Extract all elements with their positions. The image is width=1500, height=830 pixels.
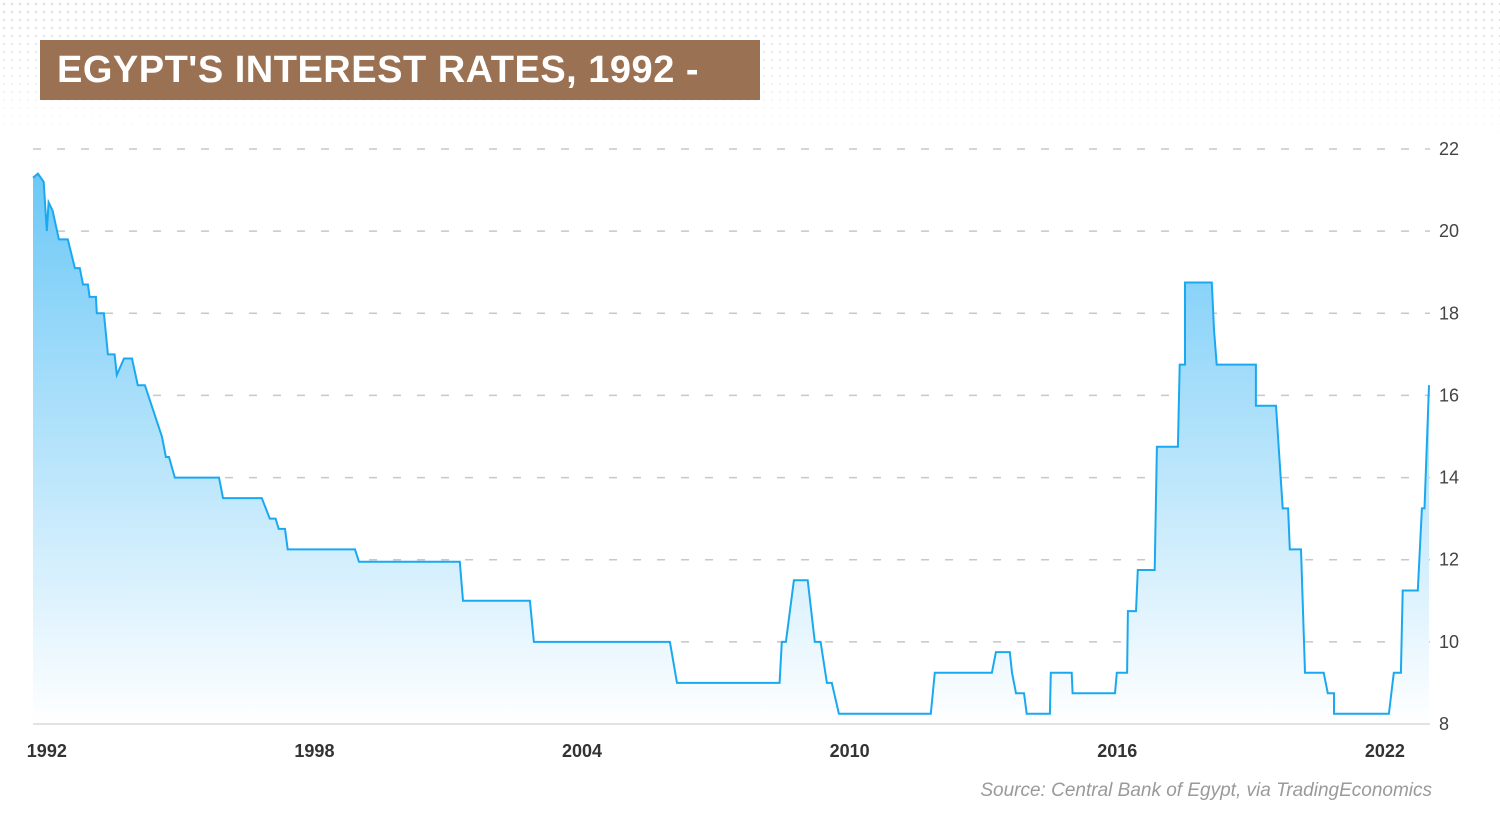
- y-tick-label: 16: [1439, 385, 1459, 405]
- y-tick-label: 10: [1439, 632, 1459, 652]
- source-note: Source: Central Bank of Egypt, via Tradi…: [980, 780, 1432, 801]
- x-tick-label: 2022: [1365, 741, 1405, 761]
- x-tick-label: 2010: [830, 741, 870, 761]
- y-tick-label: 12: [1439, 550, 1459, 570]
- area-fill: [33, 173, 1429, 725]
- y-tick-label: 14: [1439, 468, 1459, 488]
- y-tick-label: 22: [1439, 139, 1459, 159]
- chart-title: EGYPT'S INTEREST RATES, 1992 - 2022: [40, 40, 760, 151]
- x-tick-label: 1998: [294, 741, 334, 761]
- y-tick-label: 8: [1439, 714, 1449, 734]
- series-line: [32, 172, 1430, 715]
- x-tick-label: 1992: [27, 741, 67, 761]
- y-tick-label: 18: [1439, 303, 1459, 323]
- x-tick-label: 2004: [562, 741, 602, 761]
- y-tick-label: 20: [1439, 221, 1459, 241]
- x-tick-label: 2016: [1097, 741, 1137, 761]
